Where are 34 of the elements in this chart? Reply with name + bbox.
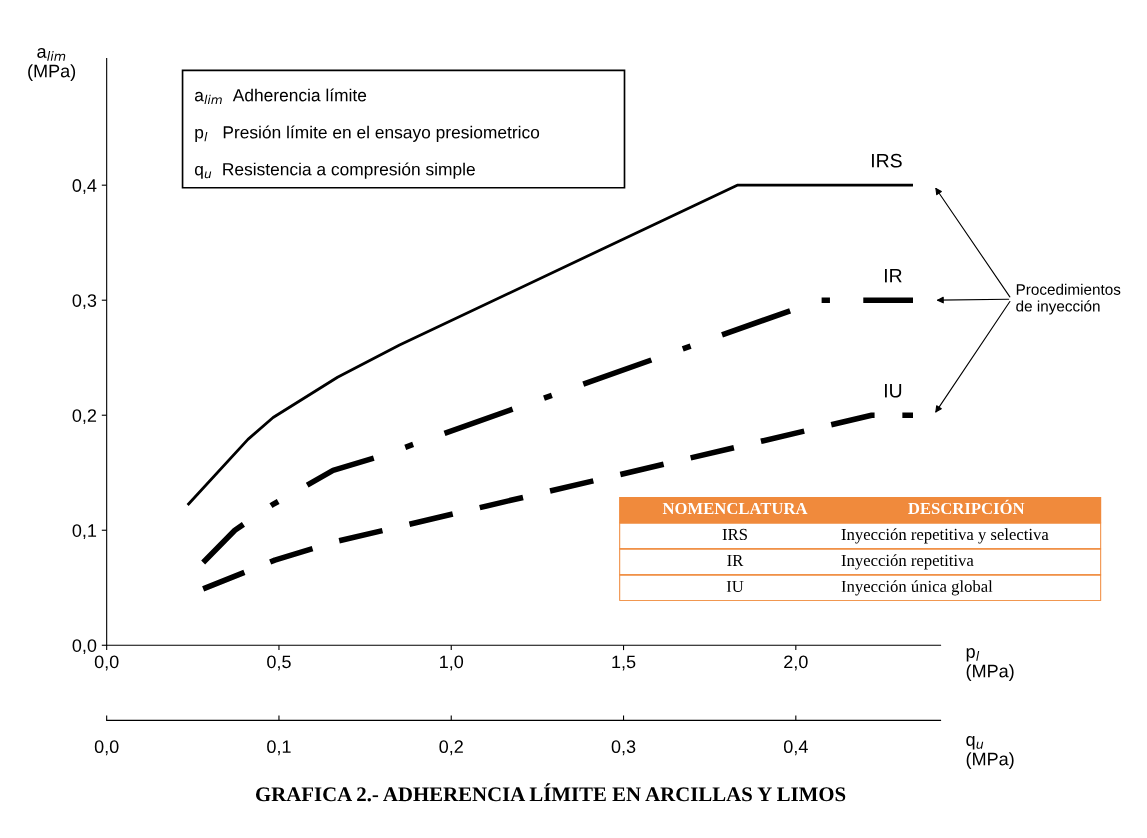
x2-tick-label: 0,2 <box>439 740 463 756</box>
x2-axis-title: q$_{u}$ (MPa) <box>966 736 1014 769</box>
annotation: DESCRIPCIÓN <box>908 499 1025 515</box>
x-axis-title: p$_{l}$ (MPa) <box>966 648 1014 681</box>
annotation: Inyección repetitiva y selectiva <box>841 528 1049 544</box>
text: GRAFICA 2.- ADHERENCIA LÍMITE EN ARCILLAS Y LIMOS <box>256 783 846 802</box>
x2-tick-label: 0,0 <box>94 740 119 756</box>
series-label: IR <box>884 268 902 283</box>
y-tick-label: 0,2 <box>72 409 97 425</box>
series-label: IU <box>884 384 902 398</box>
x2-tick-label: 0,4 <box>783 740 808 756</box>
x-tick-label: 0,0 <box>94 655 119 671</box>
annotation: a$_{lim}$ Adherencia límite <box>194 88 367 105</box>
series-label: IRS <box>872 153 902 168</box>
annotation: Inyección repetitiva <box>841 554 974 570</box>
annotation: IU <box>726 580 744 593</box>
x-tick-label: 1,5 <box>612 655 636 671</box>
x-tick-label: 2,0 <box>784 655 808 671</box>
text: p$_{l}$ Presión límite en el ensayo presiometrico <box>195 125 540 142</box>
y-axis-title: a$_{lim}$ (MPa) <box>28 48 76 81</box>
y-tick-label: 0,3 <box>72 294 97 310</box>
x-tick-label: 0,5 <box>267 655 291 671</box>
annotation: NOMENCLATURA <box>662 502 808 515</box>
annotation: Inyección única global <box>841 580 993 596</box>
annotation: IR <box>727 554 744 566</box>
y-tick-label: 0,4 <box>72 179 97 195</box>
y-tick-label: 0,0 <box>72 639 97 655</box>
y-tick-label: 0,1 <box>72 524 97 540</box>
text: Procedimientos de inyección <box>1016 283 1121 315</box>
x2-tick-label: 0,1 <box>267 740 291 756</box>
annotation: IRS <box>722 528 747 541</box>
annotation: q$_{u}$ Resistencia a compresión simple <box>194 162 475 179</box>
x-tick-label: 1,0 <box>440 655 464 671</box>
x2-tick-label: 0,3 <box>611 740 636 756</box>
